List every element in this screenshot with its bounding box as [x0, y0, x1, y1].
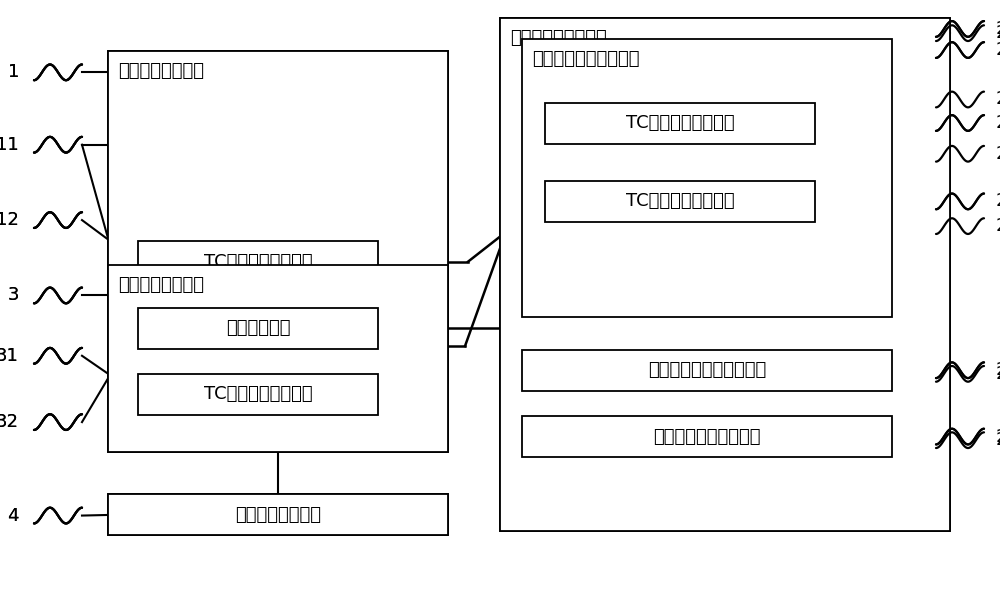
- Bar: [108, 265, 448, 452]
- Text: 11: 11: [0, 136, 19, 154]
- Bar: [545, 181, 815, 222]
- Text: 风场集合模块: 风场集合模块: [226, 319, 290, 337]
- Bar: [138, 374, 378, 415]
- Text: 11: 11: [0, 136, 19, 154]
- Text: 初值整体相似性判别模块: 初值整体相似性判别模块: [648, 361, 766, 379]
- Text: 2: 2: [996, 20, 1000, 38]
- Bar: [522, 416, 892, 457]
- Bar: [138, 308, 378, 349]
- Bar: [545, 103, 815, 144]
- Text: 23: 23: [996, 428, 1000, 446]
- Bar: [108, 265, 448, 452]
- Bar: [138, 374, 378, 415]
- Text: 212: 212: [996, 217, 1000, 235]
- Text: TC路径相似判别模块: TC路径相似判别模块: [626, 114, 734, 132]
- Text: TC移速相似判别模块: TC移速相似判别模块: [626, 192, 734, 210]
- Bar: [545, 181, 815, 222]
- Bar: [138, 308, 378, 349]
- Bar: [138, 241, 378, 282]
- Text: TC大风风场提取模块: TC大风风场提取模块: [204, 385, 312, 403]
- Text: 211: 211: [996, 145, 1000, 163]
- Bar: [108, 494, 448, 535]
- Bar: [522, 39, 892, 317]
- Text: TC移速信息获取模块: TC移速信息获取模块: [204, 253, 312, 271]
- Bar: [500, 18, 950, 531]
- Text: 3: 3: [8, 286, 19, 305]
- Text: 1: 1: [8, 63, 19, 81]
- Text: 广义初值构建模块: 广义初值构建模块: [118, 62, 204, 80]
- Text: 22: 22: [996, 361, 1000, 379]
- Bar: [545, 103, 815, 144]
- Text: 31: 31: [0, 347, 19, 365]
- Text: TC大风风场提取模块: TC大风风场提取模块: [204, 385, 312, 403]
- Text: 大风集合预报模块: 大风集合预报模块: [118, 276, 204, 294]
- Text: 12: 12: [0, 211, 19, 229]
- Text: 31: 31: [0, 347, 19, 365]
- Text: TC移速信息获取模块: TC移速信息获取模块: [204, 253, 312, 271]
- Bar: [522, 39, 892, 317]
- Text: TC路径相似判别模块: TC路径相似判别模块: [626, 114, 734, 132]
- Bar: [500, 18, 950, 531]
- Text: 单变量相似性判别模块: 单变量相似性判别模块: [532, 50, 640, 68]
- Text: 32: 32: [0, 413, 19, 431]
- Text: 目标TC路径获取模块: 目标TC路径获取模块: [204, 337, 312, 355]
- Text: TC移速相似判别模块: TC移速相似判别模块: [626, 192, 734, 210]
- Bar: [522, 350, 892, 391]
- Text: 32: 32: [0, 413, 19, 431]
- Text: 最佳方案选择模块: 最佳方案选择模块: [235, 506, 321, 524]
- Text: 3: 3: [8, 286, 19, 305]
- Text: 23: 23: [996, 431, 1000, 449]
- Text: 单变量相似性判别模块: 单变量相似性判别模块: [532, 50, 640, 68]
- Text: 4: 4: [8, 507, 19, 525]
- Text: 风场集合模块: 风场集合模块: [226, 319, 290, 337]
- Text: 最佳相似初值确定模块: 最佳相似初值确定模块: [653, 428, 761, 446]
- Text: 21: 21: [996, 41, 1000, 59]
- Text: 初值相似性判别模块: 初值相似性判别模块: [510, 29, 607, 47]
- Text: 大风集合预报模块: 大风集合预报模块: [118, 276, 204, 294]
- Text: 初值整体相似性判别模块: 初值整体相似性判别模块: [648, 361, 766, 379]
- Text: 4: 4: [8, 507, 19, 525]
- Text: 21: 21: [996, 90, 1000, 109]
- Text: 最佳方案选择模块: 最佳方案选择模块: [235, 506, 321, 524]
- Text: 22: 22: [996, 365, 1000, 383]
- Text: 初值相似性判别模块: 初值相似性判别模块: [510, 29, 607, 47]
- Text: 212: 212: [996, 192, 1000, 210]
- Text: 1: 1: [8, 63, 19, 81]
- Bar: [522, 416, 892, 457]
- Text: 目标TC路径获取模块: 目标TC路径获取模块: [204, 337, 312, 355]
- Text: 广义初值构建模块: 广义初值构建模块: [118, 62, 204, 80]
- Text: 211: 211: [996, 114, 1000, 132]
- Bar: [138, 326, 378, 367]
- Bar: [108, 494, 448, 535]
- Text: 2: 2: [996, 24, 1000, 42]
- Text: 最佳相似初值确定模块: 最佳相似初值确定模块: [653, 428, 761, 446]
- Bar: [522, 350, 892, 391]
- Bar: [108, 51, 448, 383]
- Bar: [138, 241, 378, 282]
- Bar: [108, 51, 448, 383]
- Bar: [138, 326, 378, 367]
- Text: 12: 12: [0, 211, 19, 229]
